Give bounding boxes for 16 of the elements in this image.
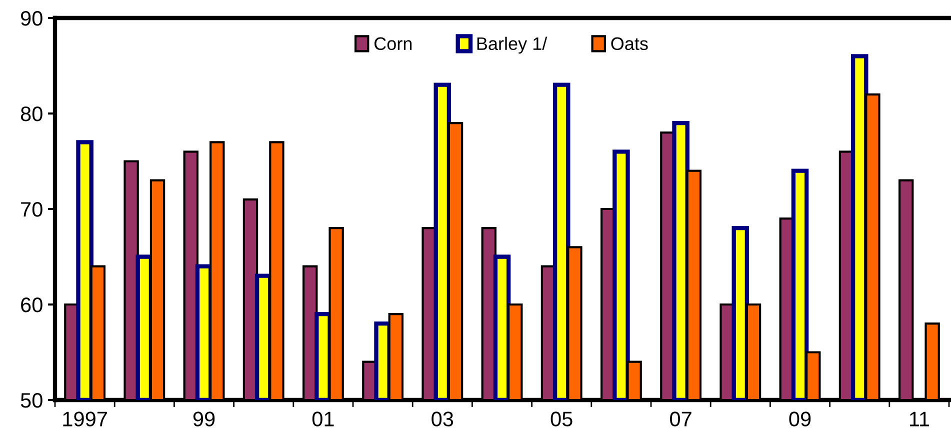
y-tick-label: 70 (21, 202, 42, 217)
x-tick-label: 1997 (63, 412, 107, 426)
y-tick-label: 60 (21, 298, 42, 312)
legend-label: Corn (374, 37, 412, 50)
x-tick-label: 01 (312, 412, 334, 426)
x-tick-label: 03 (432, 412, 454, 426)
x-tick-label: 07 (670, 412, 692, 426)
x-tick-label: 05 (550, 412, 572, 426)
legend-label: Oats (611, 37, 648, 50)
x-tick-label: 09 (789, 412, 811, 426)
y-tick-label: 90 (21, 11, 42, 26)
y-tick-label: 80 (20, 106, 42, 122)
legend-label: Barley 1/ (477, 36, 548, 54)
y-tick-label: 50 (20, 393, 42, 408)
x-tick-label: 11 (910, 412, 930, 426)
x-tick-label: 99 (193, 412, 215, 426)
